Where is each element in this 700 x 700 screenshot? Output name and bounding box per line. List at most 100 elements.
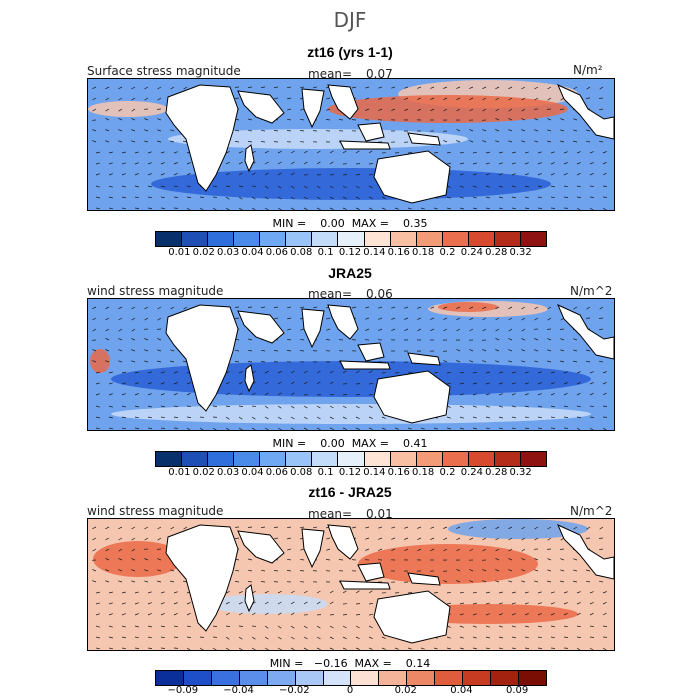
wind-arrow	[599, 328, 604, 331]
wind-arrow	[550, 185, 555, 188]
wind-arrow	[108, 647, 113, 650]
wind-arrow	[355, 625, 360, 629]
wind-arrow	[459, 382, 464, 385]
wind-arrow	[508, 86, 513, 90]
wind-arrow	[264, 427, 269, 430]
wind-arrow	[589, 207, 594, 210]
wind-arrow	[560, 360, 565, 363]
wind-arrow	[443, 548, 448, 552]
wind-arrow	[186, 162, 191, 165]
wind-arrow	[173, 416, 179, 418]
wind-arrow	[485, 405, 490, 408]
wind-arrow	[118, 558, 123, 561]
wind-arrow	[316, 381, 321, 385]
wind-arrow	[420, 207, 425, 210]
wind-arrow	[430, 317, 435, 320]
wind-arrow	[368, 416, 373, 419]
colorbar-swatch	[494, 232, 521, 246]
wind-arrow	[485, 173, 490, 176]
wind-arrow	[602, 591, 607, 594]
land-mass	[237, 310, 285, 344]
wind-arrow	[550, 427, 556, 429]
wind-arrow	[183, 86, 188, 90]
wind-arrow	[511, 207, 516, 210]
wind-arrow	[573, 338, 578, 341]
land-mass	[244, 364, 255, 393]
wind-arrow	[173, 172, 178, 176]
wind-arrow	[160, 427, 166, 429]
wind-arrow	[157, 317, 162, 321]
field-contour	[88, 101, 168, 117]
wind-arrow	[508, 569, 513, 572]
wind-arrow	[134, 173, 139, 176]
wind-arrow	[118, 338, 123, 341]
wind-arrow	[391, 526, 396, 529]
wind-arrow	[316, 161, 321, 165]
wind-arrow	[537, 151, 542, 154]
wind-arrow	[173, 392, 178, 396]
wind-arrow	[303, 636, 308, 640]
wind-arrow	[482, 86, 487, 90]
panel-2-variable-label: wind stress magnitude	[87, 284, 224, 298]
wind-arrow	[446, 427, 451, 430]
wind-arrow	[108, 185, 113, 188]
wind-arrow	[251, 612, 256, 616]
wind-arrow	[599, 140, 604, 143]
wind-arrow	[173, 625, 178, 628]
colorbar-swatch	[183, 671, 212, 685]
wind-arrow	[485, 151, 490, 154]
wind-arrow	[576, 207, 581, 210]
colorbar-tick-label: 0.04	[450, 685, 473, 696]
wind-arrow	[170, 86, 175, 90]
wind-arrow	[95, 382, 100, 385]
wind-arrow	[430, 86, 435, 89]
wind-arrow	[170, 306, 175, 310]
wind-arrow	[225, 207, 230, 210]
wind-arrow	[251, 416, 256, 420]
wind-arrow	[368, 150, 373, 154]
wind-arrow	[573, 526, 578, 530]
colorbar-swatch	[468, 452, 495, 466]
wind-arrow	[589, 371, 594, 374]
wind-arrow	[260, 361, 266, 363]
wind-arrow	[338, 119, 344, 121]
wind-arrow	[303, 196, 308, 200]
wind-arrow	[537, 613, 542, 616]
wind-arrow	[368, 613, 373, 616]
wind-arrow	[160, 162, 165, 165]
land-mass	[244, 144, 255, 173]
panel-2-colorbar-ticks: 0.01 0.02 0.03 0.04 0.06 0.08 0.1 0.12 0.14 0.16 0…	[155, 467, 545, 479]
wind-arrow	[381, 427, 386, 430]
wind-arrow	[482, 306, 487, 310]
wind-arrow	[446, 151, 451, 154]
wind-arrow	[404, 97, 409, 100]
colorbar-tick-label: −0.02	[278, 685, 310, 696]
wind-arrow	[144, 558, 149, 561]
wind-arrow	[534, 360, 539, 363]
wind-arrow	[602, 625, 608, 627]
land-mass	[373, 150, 451, 204]
panel-2-map	[87, 298, 615, 431]
wind-arrow	[264, 370, 269, 374]
wind-arrow	[498, 591, 503, 594]
wind-arrow	[212, 625, 218, 627]
wind-arrow	[118, 306, 123, 310]
wind-arrow	[511, 162, 516, 165]
wind-arrow	[290, 161, 295, 165]
wind-arrow	[602, 601, 607, 605]
wind-arrow	[433, 427, 438, 430]
panel-2-mean-value: 0.06	[366, 287, 393, 301]
wind-arrow	[329, 427, 334, 430]
wind-arrow	[225, 625, 231, 627]
wind-arrow	[511, 382, 516, 385]
wind-arrow	[534, 349, 539, 352]
wind-arrow	[173, 382, 178, 385]
colorbar-swatch	[520, 452, 546, 466]
wind-arrow	[118, 360, 123, 363]
wind-arrow	[342, 185, 347, 189]
wind-arrow	[342, 427, 347, 430]
wind-arrow	[303, 161, 308, 165]
wind-arrow	[160, 602, 165, 605]
wind-arrow	[273, 570, 279, 572]
wind-arrow	[238, 196, 243, 200]
